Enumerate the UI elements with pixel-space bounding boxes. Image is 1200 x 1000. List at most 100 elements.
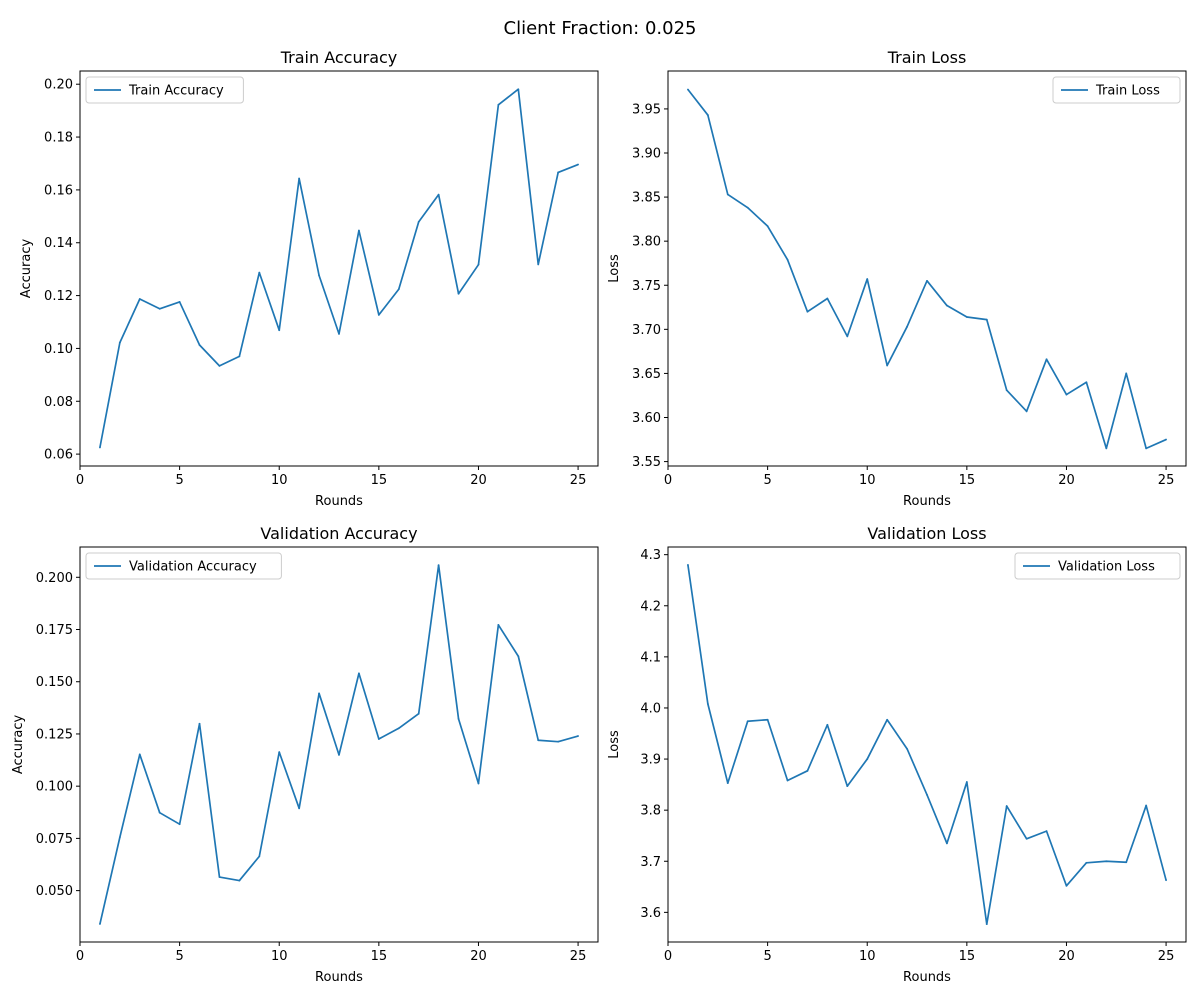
validation-accuracy-title: Validation Accuracy bbox=[260, 524, 417, 543]
legend-box bbox=[1052, 76, 1181, 104]
train-loss-data-point bbox=[786, 258, 789, 261]
y-tick-label: 0.200 bbox=[36, 571, 73, 586]
train-loss-subplot: Train Loss 0 5 10 15 20 25 3.55 3.60 3.65 3.70 3.75… bbox=[607, 48, 1187, 509]
train-loss-data-point bbox=[926, 279, 928, 282]
train-loss-data-point bbox=[687, 88, 689, 91]
train-accuracy-data-point bbox=[178, 301, 181, 303]
x-tick-label: 20 bbox=[470, 473, 487, 488]
validation-loss-data-point bbox=[766, 718, 769, 721]
validation-loss-y-axis-label: Loss bbox=[607, 730, 622, 759]
validation-loss-axes-frame bbox=[667, 546, 1187, 943]
y-tick-label: 4.3 bbox=[640, 548, 661, 563]
validation-loss-title: Validation Loss bbox=[867, 524, 986, 543]
train-accuracy-data-point bbox=[537, 263, 540, 266]
validation-accuracy-data-point bbox=[158, 811, 161, 814]
y-tick-label: 3.90 bbox=[632, 146, 661, 161]
validation-loss-data-point bbox=[706, 702, 709, 705]
y-tick-label: 3.55 bbox=[632, 455, 661, 470]
x-tick-label: 20 bbox=[1058, 473, 1075, 488]
train-loss-x-axis-label: Rounds bbox=[903, 494, 951, 509]
validation-accuracy-data-point bbox=[218, 876, 221, 878]
train-loss-data-point bbox=[1025, 410, 1028, 413]
train-loss-data-point bbox=[726, 193, 729, 196]
figure-suptitle: Client Fraction: 0.025 bbox=[504, 18, 697, 39]
train-loss-data-point bbox=[1085, 381, 1088, 384]
legend-box bbox=[85, 552, 282, 580]
x-tick-label: 5 bbox=[175, 473, 183, 488]
validation-accuracy-data-point bbox=[238, 879, 241, 882]
y-tick-label: 0.050 bbox=[36, 884, 73, 899]
train-loss-data-point bbox=[1105, 447, 1108, 450]
x-tick-label: 5 bbox=[175, 949, 183, 964]
train-accuracy-data-point bbox=[258, 271, 261, 274]
y-tick-label: 3.95 bbox=[632, 102, 661, 117]
train-accuracy-data-point bbox=[218, 364, 221, 367]
validation-loss-data-point bbox=[1045, 830, 1048, 833]
train-accuracy-data-point bbox=[377, 313, 380, 316]
validation-accuracy-data-point bbox=[278, 751, 281, 754]
validation-accuracy-subplot: Validation Accuracy 0 5 10 15 20 25 0.050 0.075 0… bbox=[11, 524, 599, 985]
y-tick-label: 3.6 bbox=[640, 906, 661, 921]
validation-accuracy-data-point bbox=[397, 727, 400, 730]
y-tick-label: 0.12 bbox=[44, 289, 73, 304]
train-loss-data-point bbox=[1145, 447, 1148, 450]
y-tick-label: 3.85 bbox=[632, 191, 661, 206]
validation-loss-data-point bbox=[846, 785, 849, 788]
x-tick-label: 10 bbox=[271, 949, 288, 964]
train-loss-title: Train Loss bbox=[887, 48, 967, 67]
validation-accuracy-data-point bbox=[477, 782, 480, 785]
x-tick-label: 15 bbox=[371, 473, 388, 488]
train-loss-y-axis-label: Loss bbox=[607, 254, 622, 283]
validation-accuracy-data-point bbox=[437, 564, 440, 567]
x-tick-label: 25 bbox=[570, 473, 587, 488]
train-accuracy-data-point bbox=[138, 298, 141, 300]
validation-loss-data-point bbox=[1105, 860, 1108, 863]
y-tick-label: 4.0 bbox=[640, 701, 661, 716]
train-accuracy-data-point bbox=[278, 329, 281, 332]
x-tick-label: 0 bbox=[664, 949, 672, 964]
train-accuracy-data-point bbox=[517, 88, 520, 91]
train-accuracy-data-point bbox=[99, 446, 101, 449]
validation-loss-data-point bbox=[1165, 879, 1167, 882]
train-loss-data-point bbox=[766, 225, 769, 228]
validation-loss-data-point bbox=[946, 842, 948, 845]
y-tick-label: 3.75 bbox=[632, 279, 661, 294]
y-tick-label: 3.65 bbox=[632, 367, 661, 382]
train-loss-data-point bbox=[846, 335, 849, 338]
validation-accuracy-data-point bbox=[118, 836, 121, 839]
validation-accuracy-y-axis-label: Accuracy bbox=[11, 715, 26, 775]
train-accuracy-title: Train Accuracy bbox=[280, 48, 398, 67]
y-tick-label: 0.16 bbox=[44, 183, 73, 198]
y-tick-label: 0.100 bbox=[36, 780, 73, 795]
y-tick-label: 0.14 bbox=[44, 236, 73, 251]
validation-accuracy-data-point bbox=[198, 722, 201, 725]
train-loss-data-point bbox=[965, 316, 968, 318]
train-loss-data-point bbox=[826, 297, 829, 300]
y-tick-label: 0.125 bbox=[36, 727, 73, 742]
validation-loss-data-point bbox=[1005, 805, 1008, 807]
train-loss-data-point bbox=[1125, 372, 1128, 375]
x-tick-label: 25 bbox=[1158, 473, 1175, 488]
train-accuracy-data-point bbox=[338, 332, 340, 335]
train-loss-data-point bbox=[1045, 358, 1048, 361]
train-accuracy-data-point bbox=[298, 177, 301, 180]
subplot-grid: Train Accuracy 0 5 10 15 20 25 0.06 0.08 0.10 0.12… bbox=[11, 48, 1187, 985]
train-loss-data-point bbox=[706, 114, 709, 116]
validation-accuracy-data-point bbox=[537, 739, 540, 742]
train-accuracy-data-point bbox=[318, 274, 320, 277]
validation-accuracy-data-point bbox=[318, 692, 320, 695]
validation-loss-data-point bbox=[906, 747, 908, 750]
x-tick-label: 10 bbox=[859, 473, 876, 488]
train-accuracy-axes-frame bbox=[79, 70, 599, 467]
x-tick-label: 5 bbox=[763, 473, 771, 488]
validation-accuracy-data-point bbox=[457, 718, 460, 720]
validation-accuracy-data-point bbox=[358, 672, 360, 675]
validation-loss-data-point bbox=[886, 718, 889, 721]
train-accuracy-data-point bbox=[198, 344, 201, 346]
validation-loss-data-point bbox=[687, 563, 689, 566]
validation-accuracy-data-point bbox=[377, 738, 380, 740]
y-tick-label: 3.70 bbox=[632, 323, 661, 338]
validation-accuracy-data-point bbox=[517, 655, 520, 658]
x-tick-label: 15 bbox=[959, 949, 976, 964]
train-loss-data-point bbox=[746, 206, 749, 209]
